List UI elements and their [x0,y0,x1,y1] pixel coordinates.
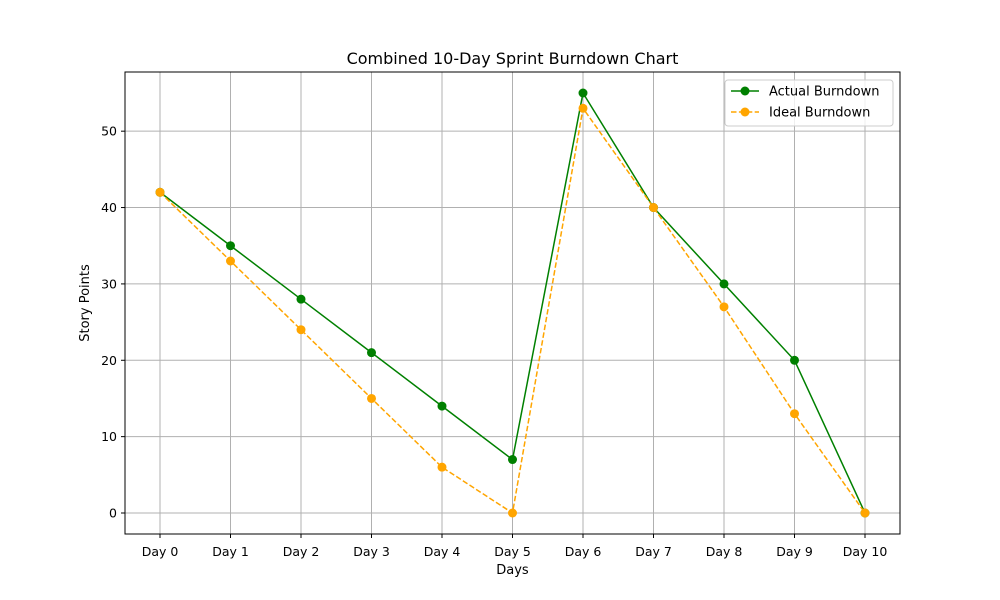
legend: Actual Burndown Ideal Burndown [724,79,894,127]
y-tick-label: 40 [101,200,117,215]
data-point [578,88,588,98]
data-point [719,279,729,289]
data-point [367,393,376,403]
data-point [437,401,447,411]
x-tick-label: Day 1 [212,544,249,559]
grid-lines [125,72,900,534]
data-point [860,508,870,518]
data-point [790,409,799,419]
data-point [719,302,729,312]
y-tick-label: 30 [101,276,117,291]
data-point [226,241,235,251]
chart-title: Combined 10-Day Sprint Burndown Chart [347,49,679,68]
data-point [367,348,376,358]
data-point [296,325,306,335]
x-tick-label: Day 2 [283,544,320,559]
x-tick-label: Day 10 [843,544,888,559]
data-point [578,103,588,113]
legend-marker [740,107,750,117]
y-tick-label: 20 [101,353,117,368]
data-point [437,462,447,472]
data-point [649,203,658,213]
x-tick-label: Day 9 [776,544,813,559]
y-axis-label: Story Points [78,264,93,342]
legend-label: Ideal Burndown [769,106,870,121]
y-tick-label: 0 [109,506,117,521]
data-point [790,355,799,365]
x-axis-label: Days [496,563,529,578]
x-tick-label: Day 3 [353,544,390,559]
x-tick-label: Day 8 [706,544,743,559]
x-tick-label: Day 6 [565,544,602,559]
legend-box [724,79,894,127]
data-point [155,187,165,197]
axis-ticks: Day 0 Day 1 Day 2 Day 3 Day 4 Day 5 Day 6 Day 7… [101,124,887,559]
x-tick-label: Day 0 [142,544,179,559]
series-lines [155,88,870,518]
data-point [508,455,517,465]
legend-label: Actual Burndown [769,85,879,100]
x-tick-label: Day 5 [494,544,531,559]
x-tick-label: Day 4 [424,544,461,559]
data-point [226,256,235,266]
data-point [296,294,306,304]
data-point [508,508,517,518]
y-tick-label: 50 [101,124,117,139]
x-tick-label: Day 7 [635,544,672,559]
y-tick-label: 10 [101,429,117,444]
legend-marker [740,86,750,96]
